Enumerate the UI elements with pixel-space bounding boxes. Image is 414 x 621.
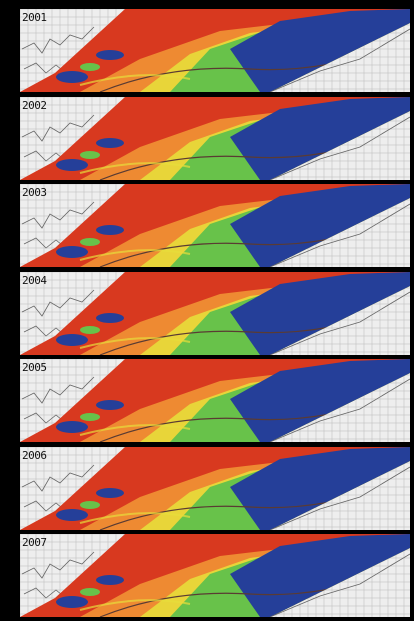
map-panel-graphic xyxy=(20,96,410,180)
map-panel-2007: 2007 xyxy=(20,534,410,617)
year-label: 2004 xyxy=(22,273,47,287)
map-panel-graphic xyxy=(20,446,410,530)
boundary-outline xyxy=(21,464,95,513)
coastline-outline xyxy=(269,378,410,442)
boundary-outline xyxy=(21,289,95,338)
year-label: 2005 xyxy=(22,361,47,374)
map-panel-2004: 2004 xyxy=(20,271,410,355)
coastline-outline xyxy=(269,291,410,355)
year-label: 2003 xyxy=(22,186,47,199)
year-label: 2006 xyxy=(22,448,47,462)
map-panel-2002: 2002 xyxy=(20,96,410,180)
map-panel-graphic xyxy=(20,534,410,617)
boundary-outline xyxy=(21,201,95,251)
map-panel-2003: 2003 xyxy=(20,184,410,267)
boundary-outline xyxy=(21,26,95,76)
boundary-outline xyxy=(21,114,95,163)
coastline-outline xyxy=(269,203,410,267)
map-panel-graphic xyxy=(20,359,410,442)
coastline-outline xyxy=(269,28,410,92)
year-label: 2001 xyxy=(22,11,47,24)
map-panel-2001: 2001 xyxy=(20,9,410,92)
coastline-outline xyxy=(269,116,410,180)
map-panel-2005: 2005 xyxy=(20,359,410,442)
data-swath xyxy=(20,271,410,355)
boundary-outline xyxy=(21,376,95,426)
year-label: 2002 xyxy=(22,98,47,112)
map-panel-graphic xyxy=(20,9,410,92)
boundary-outline xyxy=(21,551,95,601)
year-label: 2007 xyxy=(22,536,47,549)
coastline-outline xyxy=(269,466,410,530)
coastline-outline xyxy=(269,553,410,617)
map-panel-2006: 2006 xyxy=(20,446,410,530)
map-panel-graphic xyxy=(20,184,410,267)
map-panel-graphic xyxy=(20,271,410,355)
